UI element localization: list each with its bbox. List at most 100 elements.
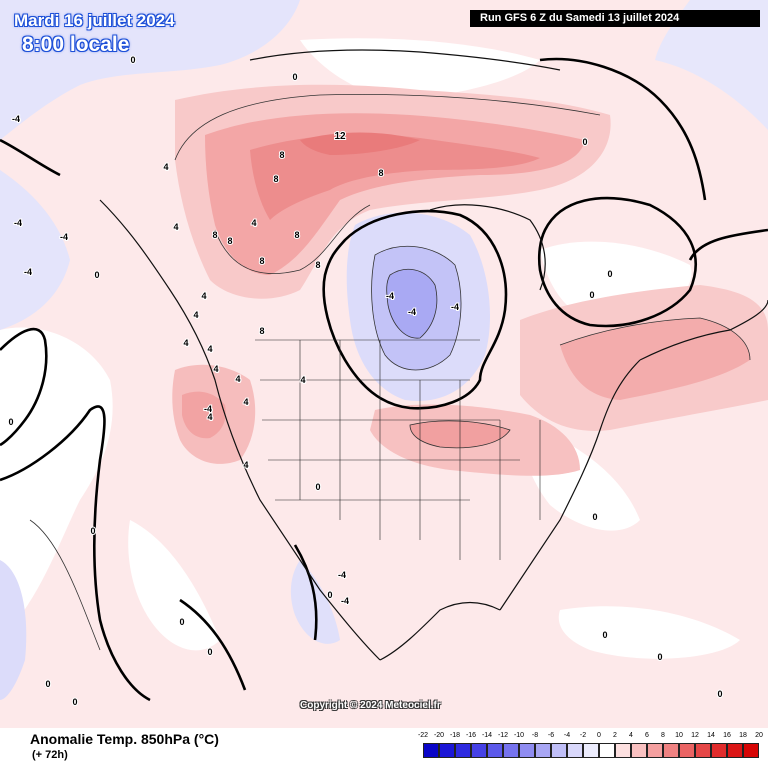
legend-swatch [631,743,647,758]
legend-swatch [663,743,679,758]
legend-tick: 4 [629,732,633,739]
legend-tick: 14 [707,732,715,739]
contour-value-label: -4 [12,114,20,124]
legend-tick: -16 [465,732,477,739]
contour-value-label: 8 [227,236,232,246]
contour-value-label: 0 [327,590,332,600]
contour-value-label: 0 [592,512,597,522]
contour-value-label: -4 [341,596,349,606]
contour-value-label: 0 [72,697,77,707]
legend-tick: 16 [723,732,731,739]
contour-value-label: 8 [315,260,320,270]
contour-value-label: 4 [207,344,212,354]
zero-contour [0,57,768,702]
legend-swatch [551,743,567,758]
contour-value-label: -4 [204,404,212,414]
cold-anomaly-regions [0,0,768,700]
legend-swatch [711,743,727,758]
legend-swatch [695,743,711,758]
contour-value-label: 4 [193,310,198,320]
contour-value-label: 0 [602,630,607,640]
contour-value-label: 4 [201,291,206,301]
legend-tick: 0 [597,732,601,739]
contour-value-label: 0 [94,270,99,280]
legend-tick: -22 [417,732,429,739]
legend-tick: 6 [645,732,649,739]
contour-value-label: 0 [130,55,135,65]
contour-value-label: 4 [300,375,305,385]
contour-value-label: -4 [14,218,22,228]
legend-tick: -18 [449,732,461,739]
legend-tick: 18 [739,732,747,739]
legend-tick: -12 [497,732,509,739]
contour-value-label: 4 [243,397,248,407]
contour-value-label: 0 [657,652,662,662]
legend-swatch [535,743,551,758]
contour-value-label: 8 [378,168,383,178]
legend-swatch [727,743,743,758]
legend-tick: 12 [691,732,699,739]
admin-borders [255,339,541,560]
contour-value-label: 8 [259,256,264,266]
contour-value-label: 4 [207,412,212,422]
contour-value-label: 12 [334,131,346,142]
legend-tick: 10 [675,732,683,739]
contour-value-label: 0 [717,689,722,699]
run-info-banner: Run GFS 6 Z du Samedi 13 juillet 2024 [470,10,760,27]
contour-value-label: 8 [212,230,217,240]
legend-tick: 20 [755,732,763,739]
anomaly-map: 12 8 8 8 8 8 8 8 4 4 4 4 4 4 4 4 4 4 4 4 4 8 8 -4 -4 -4 -4 -4 -4 -4 -4… [0,0,768,728]
legend-tick: 2 [613,732,617,739]
contour-value-label: 8 [294,230,299,240]
valid-time-title: 8:00 locale [22,33,130,56]
contour-value-label: 4 [243,460,248,470]
legend-swatch [583,743,599,758]
legend-swatch [567,743,583,758]
legend-swatch [647,743,663,758]
contour-value-label: 0 [315,482,320,492]
contour-value-label: -4 [451,302,459,312]
legend-swatch [439,743,455,758]
contour-value-label: 0 [292,72,297,82]
legend-swatch [615,743,631,758]
legend-swatch [599,743,615,758]
contour-value-label: 0 [207,647,212,657]
legend-swatch [471,743,487,758]
contour-value-label: 4 [183,338,188,348]
contour-value-label: 0 [582,137,587,147]
contour-value-label: 0 [90,526,95,536]
neutral-zones [0,38,740,659]
contour-value-label: 4 [173,222,178,232]
contour-value-label: 8 [259,326,264,336]
legend-tick: 8 [661,732,665,739]
contour-value-label: 4 [235,374,240,384]
map-labels: 128888888444444444444488-4-4-4-4-4-4-4-4… [7,54,723,708]
contour-value-label: -4 [408,307,416,317]
contour-value-label: 0 [589,290,594,300]
contour-value-label: 0 [8,417,13,427]
legend-tick: -2 [579,732,587,739]
contour-value-label: -4 [60,232,68,242]
warm-anomaly-regions [172,84,768,476]
legend-swatch [455,743,471,758]
anomaly-contours [29,93,751,651]
legend-swatch [679,743,695,758]
legend-tick: -8 [531,732,539,739]
valid-date-title: Mardi 16 juillet 2024 [14,11,175,30]
contour-value-label: 0 [607,269,612,279]
legend-tick: -20 [433,732,445,739]
contour-value-label: 4 [163,162,168,172]
coastlines [99,49,768,661]
contour-value-label: 8 [273,174,278,184]
contour-value-label: 4 [213,364,218,374]
forecast-lead: (+ 72h) [32,749,68,761]
color-scale-legend: -22 -20 -18 -16 -14 -12 -10 -8 -6 -4 -2 0 2 4 6 8 10 12 14… [415,732,763,762]
contour-value-label: 4 [251,218,256,228]
copyright-text: Copyright © 2024 Meteociel.fr [300,700,441,711]
contour-value-label: -4 [386,291,394,301]
map-canvas: 128888888444444444444488-4-4-4-4-4-4-4-4… [0,0,768,708]
legend-swatch [519,743,535,758]
variable-title: Anomalie Temp. 850hPa (°C) [30,731,219,747]
contour-value-label: 0 [45,679,50,689]
legend-tick: -14 [481,732,493,739]
